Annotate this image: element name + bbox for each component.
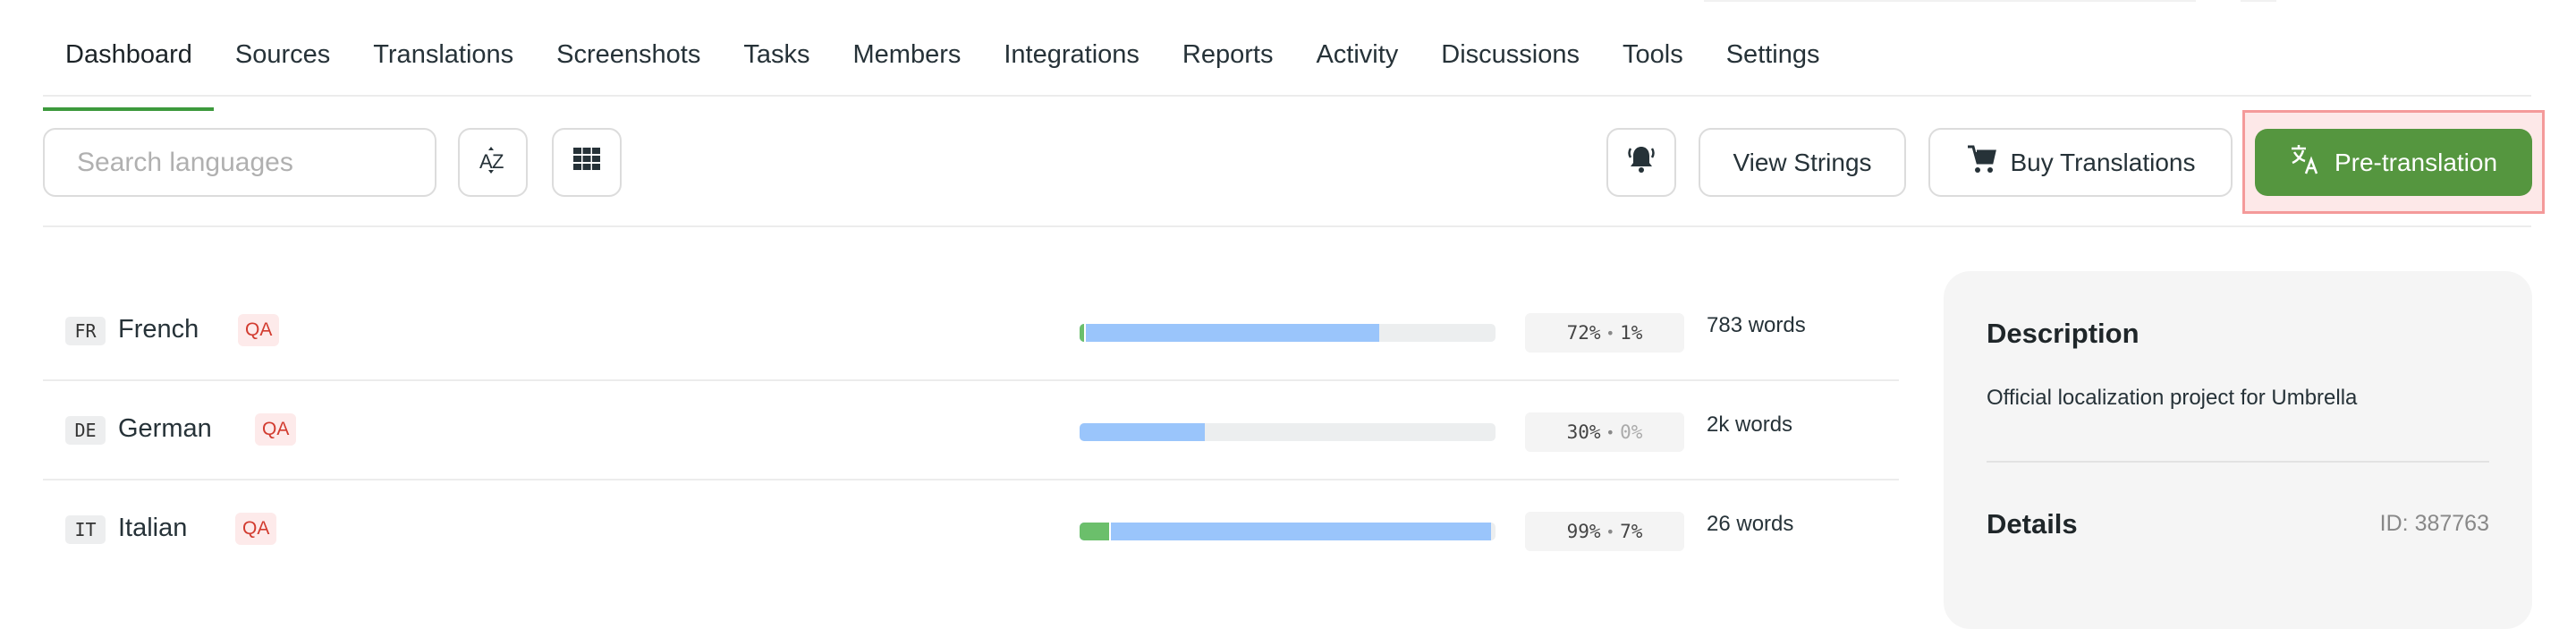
qa-badge: QA [235, 513, 277, 545]
search-input[interactable] [75, 146, 419, 179]
separator-dot: • [1606, 523, 1615, 540]
approved-fill [1080, 324, 1086, 342]
tab-integrations[interactable]: Integrations [1004, 40, 1140, 69]
translate-icon [2290, 143, 2322, 182]
tab-settings[interactable]: Settings [1725, 40, 1820, 69]
row-divider [43, 479, 1899, 480]
pre-translation-button[interactable]: Pre-translation [2255, 129, 2532, 196]
approved-percent: 1% [1620, 322, 1643, 344]
approved-percent: 7% [1620, 521, 1643, 542]
language-row-italian[interactable]: IT Italian QA 99% • 7% 26 words [43, 480, 1899, 578]
translated-fill [1080, 324, 1379, 342]
tab-screenshots[interactable]: Screenshots [556, 40, 701, 69]
toolbar-divider [43, 225, 2531, 227]
tab-activity[interactable]: Activity [1316, 40, 1399, 69]
tab-discussions[interactable]: Discussions [1441, 40, 1580, 69]
language-name[interactable]: German [118, 414, 212, 443]
project-info-card: Description Official localization projec… [1944, 271, 2532, 629]
buy-translations-label: Buy Translations [2010, 148, 2196, 176]
details-title: Details [1987, 508, 2078, 540]
view-strings-button[interactable]: View Strings [1699, 128, 1906, 197]
separator-dot: • [1606, 324, 1615, 342]
progress-percentages: 72% • 1% [1525, 313, 1684, 353]
card-divider [1987, 461, 2489, 463]
row-divider [43, 379, 1899, 381]
description-title: Description [1987, 318, 2140, 349]
language-code: IT [65, 515, 106, 544]
translated-fill [1080, 423, 1205, 441]
approved-fill [1080, 523, 1111, 540]
description-text: Official localization project for Umbrel… [1987, 386, 2358, 410]
tab-tasks[interactable]: Tasks [743, 40, 810, 69]
language-row-french[interactable]: FR French QA 72% • 1% 783 words [43, 281, 1899, 379]
buy-translations-button[interactable]: Buy Translations [1928, 128, 2233, 197]
tab-reports[interactable]: Reports [1182, 40, 1274, 69]
svg-text:Z: Z [492, 150, 504, 173]
tabs-divider [43, 95, 2531, 97]
word-count: 26 words [1707, 512, 1794, 536]
progress-bar [1080, 324, 1496, 342]
tab-dashboard[interactable]: Dashboard [43, 27, 214, 111]
bell-icon [1625, 143, 1657, 182]
word-count: 2k words [1707, 412, 1793, 437]
tab-sources[interactable]: Sources [234, 40, 331, 69]
qa-badge: QA [255, 413, 297, 446]
tab-tools[interactable]: Tools [1623, 40, 1683, 69]
svg-text:A: A [479, 150, 493, 173]
progress-bar [1080, 423, 1496, 441]
view-strings-label: View Strings [1733, 148, 1872, 176]
project-id: ID: 387763 [2379, 511, 2489, 536]
language-code: FR [65, 317, 106, 345]
translated-percent: 72% [1566, 322, 1601, 344]
notifications-button[interactable] [1606, 128, 1676, 197]
qa-badge: QA [238, 314, 280, 346]
tab-translations[interactable]: Translations [373, 40, 514, 69]
tab-members[interactable]: Members [852, 40, 962, 69]
language-row-german[interactable]: DE German QA 30% • 0% 2k words [43, 380, 1899, 479]
grid-view-button[interactable] [552, 128, 622, 197]
approved-percent: 0% [1620, 421, 1643, 443]
grid-view-icon [573, 148, 600, 177]
progress-bar [1080, 523, 1496, 540]
translated-percent: 30% [1566, 421, 1601, 443]
project-tabs: Dashboard Sources Translations Screenshots T… [43, 27, 1842, 111]
language-name[interactable]: Italian [118, 514, 188, 542]
cart-icon [1966, 144, 1996, 181]
progress-percentages: 30% • 0% [1525, 412, 1684, 452]
word-count: 783 words [1707, 313, 1806, 337]
translated-percent: 99% [1566, 521, 1601, 542]
pre-translation-label: Pre-translation [2334, 148, 2498, 176]
top-decoration [2241, 0, 2276, 2]
translated-fill [1080, 523, 1492, 540]
top-decoration [1704, 0, 2196, 2]
language-name[interactable]: French [118, 315, 199, 344]
progress-percentages: 99% • 7% [1525, 512, 1684, 551]
search-languages-field[interactable] [43, 128, 436, 197]
language-code: DE [65, 416, 106, 445]
separator-dot: • [1606, 423, 1615, 441]
